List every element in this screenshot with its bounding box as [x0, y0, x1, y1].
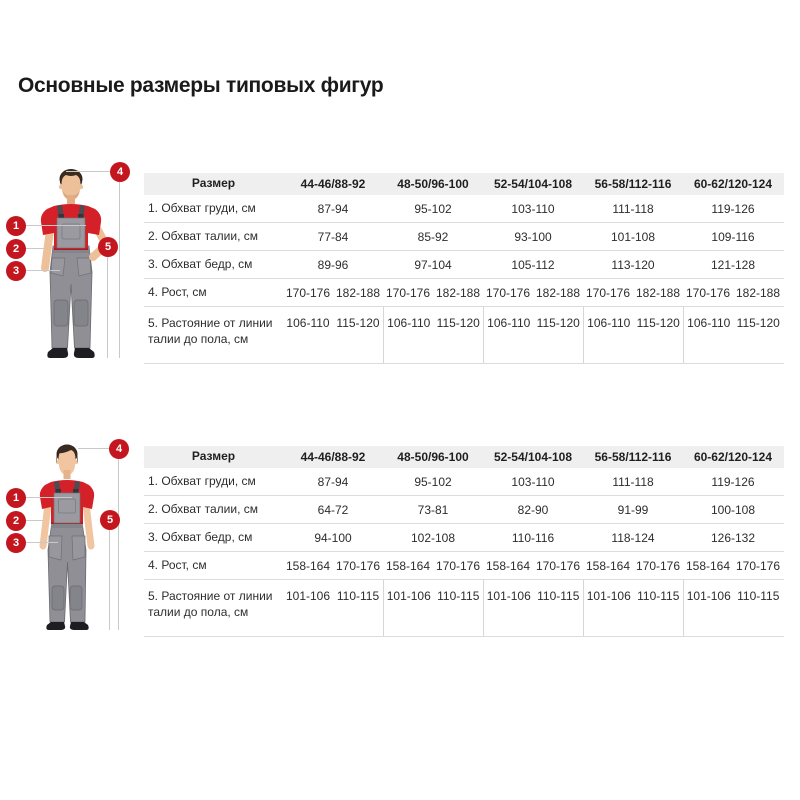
male-height-vertical-line — [119, 172, 120, 358]
table-row-height: 4. Рост, см 170-176 182-188 170-176 182-18… — [144, 279, 784, 307]
male-waist-measure-line — [16, 248, 44, 249]
column-header: 44-46/88-92 — [300, 450, 366, 464]
male-marker-2: 2 — [6, 239, 26, 259]
female-marker-2: 2 — [6, 511, 26, 531]
male-hip-measure-line — [16, 270, 60, 271]
female-marker-3: 3 — [6, 533, 26, 553]
male-height-measure-line — [66, 171, 120, 172]
female-height-measure-line — [78, 448, 119, 449]
male-marker-5: 5 — [98, 237, 118, 257]
table-row-hip: 3. Обхват бедр, см 89-96 97-104 105-112 … — [144, 251, 784, 279]
male-marker-3: 3 — [6, 261, 26, 281]
male-chest-measure-line — [16, 225, 86, 226]
male-marker-4: 4 — [110, 162, 130, 182]
female-size-table: Размер 44-46/88-92 48-50/96-100 52-54/10… — [144, 446, 784, 637]
male-figure-illustration — [40, 169, 110, 358]
female-chest-measure-line — [16, 497, 72, 498]
column-header: 52-54/104-108 — [493, 177, 573, 191]
male-marker-1: 1 — [6, 216, 26, 236]
page-title: Основные размеры типовых фигур — [18, 74, 384, 97]
column-header: 44-46/88-92 — [300, 177, 366, 191]
male-waist-to-floor-line — [107, 247, 108, 358]
column-header: 60-62/120-124 — [693, 450, 773, 464]
column-header: 56-58/112-116 — [594, 450, 672, 464]
column-header-size: Размер — [191, 176, 236, 191]
table-row-waist: 2. Обхват талии, см 64-72 73-81 82-90 91… — [144, 496, 784, 524]
male-table-header-row: Размер 44-46/88-92 48-50/96-100 52-54/10… — [144, 173, 784, 195]
table-row-chest: 1. Обхват груди, см 87-94 95-102 103-110… — [144, 195, 784, 223]
female-height-vertical-line — [118, 449, 119, 630]
female-table-header-row: Размер 44-46/88-92 48-50/96-100 52-54/10… — [144, 446, 784, 468]
column-header: 48-50/96-100 — [397, 177, 469, 191]
table-row-height: 4. Рост, см 158-164 170-176 158-164 170-17… — [144, 552, 784, 580]
column-header: 52-54/104-108 — [493, 450, 573, 464]
column-header: 48-50/96-100 — [397, 450, 469, 464]
female-marker-4: 4 — [109, 439, 129, 459]
female-marker-5: 5 — [100, 510, 120, 530]
female-waist-measure-line — [16, 520, 44, 521]
female-waist-to-floor-line — [109, 520, 110, 630]
female-hip-measure-line — [16, 542, 58, 543]
table-row-hip: 3. Обхват бедр, см 94-100 102-108 110-11… — [144, 524, 784, 552]
female-figure-illustration — [39, 444, 95, 630]
table-row-waist: 2. Обхват талии, см 77-84 85-92 93-100 1… — [144, 223, 784, 251]
table-row-waist-to-floor: 5. Растояние от линии талии до пола, см … — [144, 580, 784, 637]
column-header: 56-58/112-116 — [594, 177, 672, 191]
column-header: 60-62/120-124 — [693, 177, 773, 191]
table-row-waist-to-floor: 5. Растояние от линии талии до пола, см … — [144, 307, 784, 364]
table-row-chest: 1. Обхват груди, см 87-94 95-102 103-110… — [144, 468, 784, 496]
column-header-size: Размер — [191, 449, 236, 464]
female-marker-1: 1 — [6, 488, 26, 508]
male-size-table: Размер 44-46/88-92 48-50/96-100 52-54/10… — [144, 173, 784, 364]
